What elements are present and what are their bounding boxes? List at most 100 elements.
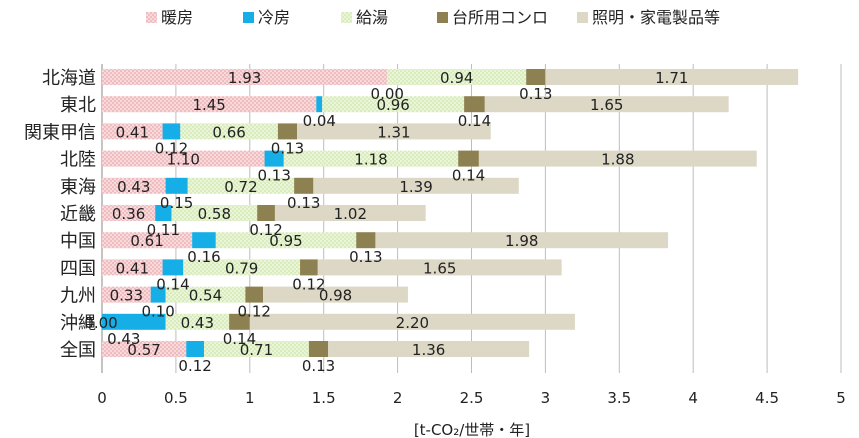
data-label: 1.31	[377, 123, 410, 141]
bar-segment-0	[102, 205, 156, 221]
bar-segment-1	[162, 259, 184, 276]
data-label: 0.11	[147, 221, 180, 239]
category-label: 全国	[60, 340, 96, 361]
bar-segment-2	[180, 123, 278, 140]
legend-label: 暖房	[161, 8, 193, 27]
bar-segment-3	[277, 123, 298, 140]
bar-segment-4	[484, 96, 729, 113]
data-label: 0.00	[371, 85, 404, 103]
data-label: 0.13	[519, 85, 552, 103]
data-label: 0.16	[187, 248, 220, 266]
bar-segment-3	[356, 232, 376, 249]
data-label: 0.12	[178, 357, 211, 375]
bar-segment-2	[187, 177, 295, 194]
data-label: 1.65	[590, 96, 623, 114]
bars	[102, 69, 799, 357]
data-label: 0.41	[116, 259, 149, 277]
data-label: 0.43	[107, 330, 140, 348]
data-label: 0.12	[249, 221, 282, 239]
data-label: 0.14	[156, 275, 189, 293]
data-label: 0.43	[117, 178, 150, 196]
x-tick-label: 2.5	[460, 389, 484, 407]
bar-segment-0	[102, 123, 163, 140]
bar-segment-4	[274, 205, 426, 221]
bar-segment-4	[317, 259, 562, 276]
x-tick-label: 1	[245, 389, 255, 407]
bar-segment-1	[162, 123, 181, 140]
bar-segment-0	[102, 259, 163, 276]
data-label: 0.43	[181, 314, 214, 332]
legend-label: 照明・家電製品等	[592, 8, 720, 27]
bar-segment-1	[165, 177, 188, 194]
bar-segment-2	[171, 205, 258, 221]
bar-segment-2	[165, 313, 230, 330]
bar-segment-3	[300, 259, 318, 276]
bar-segment-1	[102, 313, 166, 330]
data-label: 0.58	[198, 205, 231, 223]
data-label: 0.41	[116, 123, 149, 141]
data-label: 0.14	[452, 167, 485, 185]
category-label: 近畿	[60, 204, 96, 225]
bar-segment-0	[102, 96, 317, 113]
data-label: 0.13	[287, 194, 320, 212]
legend-swatch	[243, 12, 254, 23]
x-tick-label: 0	[97, 389, 107, 407]
legend-label: 冷房	[258, 8, 290, 27]
bar-segment-4	[375, 232, 669, 249]
data-label: 1.71	[655, 69, 688, 87]
bar-segment-0	[102, 341, 187, 357]
bar-segment-3	[526, 69, 546, 85]
legend-swatch	[437, 12, 448, 23]
legend-label: 台所用コンロ	[452, 8, 548, 27]
legend-label: 給湯	[356, 8, 388, 27]
category-label: 沖縄	[60, 313, 96, 334]
bar-segment-1	[155, 205, 172, 221]
bar-segment-3	[229, 313, 250, 330]
data-label: 0.00	[84, 314, 117, 332]
bar-segment-0	[102, 286, 151, 303]
legend-swatch	[577, 12, 588, 23]
x-tick-label: 4	[688, 389, 698, 407]
bar-segment-2	[165, 286, 246, 303]
data-label: 0.14	[458, 112, 491, 130]
value-labels: 1.93 0.00 0.94 0.13 1.71 1.45 0.04 0.96 0.14 1.65…	[84, 69, 688, 375]
data-label: 0.14	[223, 330, 256, 348]
legend-swatch	[341, 12, 352, 23]
x-tick-label: 4.5	[755, 389, 779, 407]
data-label: 1.10	[167, 151, 200, 169]
x-tick-label: 5	[836, 389, 846, 407]
data-label: 1.02	[334, 205, 367, 223]
bar-segment-3	[257, 205, 275, 221]
data-label: 1.18	[354, 151, 387, 169]
data-label: 0.66	[212, 123, 245, 141]
data-label: 1.93	[228, 69, 261, 87]
category-label: 北陸	[60, 150, 96, 171]
bar-segment-4	[297, 123, 491, 140]
category-label: 北海道	[42, 68, 96, 89]
bar-segment-4	[328, 341, 530, 357]
bar-segment-4	[249, 313, 575, 330]
bar-segment-2	[283, 150, 459, 167]
x-tick-label: 3	[541, 389, 551, 407]
bar-segment-3	[294, 177, 314, 194]
data-label: 0.61	[130, 232, 163, 250]
x-tick-label: 0.5	[164, 389, 188, 407]
data-label: 0.72	[224, 178, 257, 196]
data-label: 0.98	[319, 287, 352, 305]
data-label: 0.10	[141, 303, 174, 321]
bar-segment-2	[203, 341, 309, 357]
x-tick-label: 2	[393, 389, 403, 407]
x-axis-label: [t-CO₂/世帯・年]	[414, 421, 530, 438]
x-tick-label: 3.5	[607, 389, 631, 407]
data-label: 0.94	[440, 69, 473, 87]
data-label: 1.98	[505, 232, 538, 250]
bar-segment-2	[387, 69, 527, 85]
bar-segment-4	[263, 286, 408, 303]
data-label: 0.12	[238, 303, 271, 321]
bar-segment-0	[102, 69, 388, 85]
data-label: 0.57	[127, 341, 160, 359]
category-label: 中国	[60, 231, 96, 252]
data-label: 1.36	[412, 341, 445, 359]
